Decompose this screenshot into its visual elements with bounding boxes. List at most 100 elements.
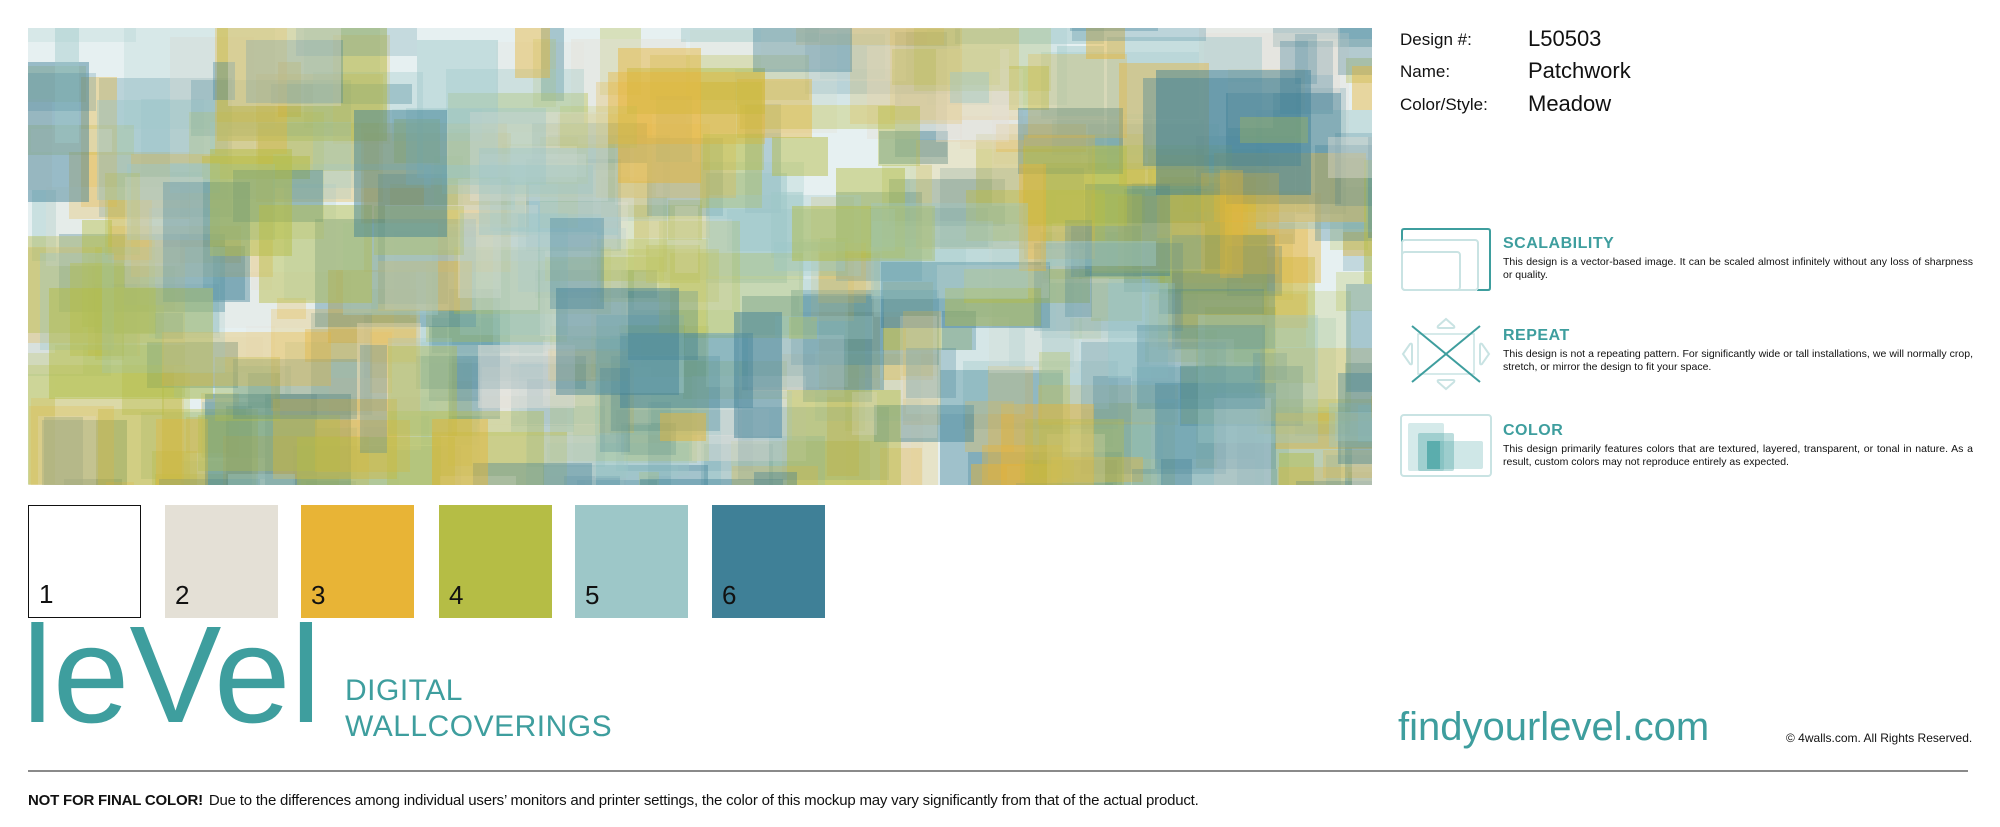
- pattern-patch: [732, 466, 818, 485]
- tagline-wallcoverings: WALLCOVERINGS: [345, 710, 613, 743]
- pattern-patch: [1124, 114, 1152, 190]
- pattern-patch: [870, 416, 911, 485]
- pattern-patch: [727, 209, 895, 251]
- pattern-patch: [251, 227, 272, 290]
- pattern-patch: [28, 62, 89, 202]
- pattern-patch: [1296, 88, 1346, 214]
- pattern-patch: [738, 407, 889, 480]
- design-number-label: Design #:: [1400, 30, 1472, 49]
- pattern-patch: [787, 390, 901, 485]
- pattern-patch: [29, 406, 114, 485]
- pattern-patch: [541, 28, 564, 101]
- pattern-patch: [550, 326, 709, 461]
- color-style-value: Meadow: [1528, 91, 1612, 116]
- pattern-patch: [630, 145, 656, 181]
- pattern-patch: [647, 138, 723, 216]
- pattern-patch: [540, 137, 578, 228]
- pattern-patch: [1161, 459, 1192, 485]
- pattern-patch: [42, 420, 127, 485]
- pattern-patch: [836, 192, 922, 281]
- pattern-patch: [596, 315, 684, 393]
- pattern-patch: [564, 476, 620, 485]
- pattern-patch: [273, 399, 397, 479]
- pattern-patch: [28, 73, 96, 111]
- pattern-patch: [1280, 41, 1333, 114]
- pattern-patch: [155, 474, 256, 485]
- color-swatch-6: 6: [712, 505, 825, 618]
- pattern-patch: [1018, 108, 1123, 174]
- pattern-patch: [106, 482, 134, 485]
- pattern-patch: [1199, 28, 1340, 146]
- pattern-patch: [94, 284, 219, 333]
- website-link[interactable]: findyourlevel.com: [1398, 705, 1710, 749]
- pattern-patch: [1204, 33, 1349, 155]
- pattern-patch: [1326, 455, 1372, 485]
- pattern-patch: [571, 39, 686, 144]
- pattern-patch: [936, 49, 1009, 142]
- pattern-patch: [333, 35, 390, 144]
- pattern-patch: [170, 37, 254, 172]
- pattern-patch: [446, 69, 584, 124]
- pattern-patch: [304, 28, 380, 128]
- pattern-patch: [191, 80, 351, 136]
- pattern-patch: [1158, 234, 1267, 350]
- pattern-patch: [1336, 272, 1372, 311]
- pattern-patch: [162, 337, 263, 372]
- pattern-patch: [591, 239, 708, 377]
- pattern-patch: [1172, 221, 1308, 328]
- pattern-patch: [615, 138, 702, 205]
- pattern-patch: [271, 309, 420, 411]
- pattern-patch: [357, 323, 421, 450]
- pattern-patch: [1016, 483, 1113, 485]
- pattern-patch: [131, 154, 273, 277]
- pattern-patch: [122, 305, 164, 415]
- pattern-patch: [163, 182, 250, 302]
- pattern-patch: [1214, 398, 1271, 485]
- pattern-patch: [640, 479, 783, 485]
- pattern-patch: [1107, 37, 1262, 169]
- pattern-patch: [46, 187, 180, 266]
- pattern-patch: [98, 409, 258, 485]
- pattern-patch: [449, 129, 495, 181]
- scalability-icon: [1401, 228, 1491, 291]
- pattern-patch: [296, 28, 417, 56]
- pattern-patch: [627, 68, 765, 114]
- pattern-patch: [390, 184, 529, 237]
- pattern-patch: [761, 28, 906, 81]
- pattern-patch: [388, 338, 452, 434]
- pattern-patch: [1358, 405, 1372, 442]
- pattern-patch: [527, 379, 605, 467]
- swatch-number: 3: [311, 580, 326, 610]
- swatch-number: 4: [449, 580, 464, 610]
- pattern-patch: [1009, 66, 1049, 110]
- pattern-patch: [988, 366, 1033, 480]
- pattern-patch: [1328, 137, 1372, 178]
- pattern-patch: [976, 134, 1145, 224]
- name-value: Patchwork: [1528, 58, 1631, 83]
- pattern-patch: [432, 419, 488, 485]
- pattern-patch: [892, 49, 1000, 85]
- pattern-patch: [1132, 183, 1225, 269]
- pattern-patch: [960, 116, 1124, 149]
- pattern-patch: [1156, 70, 1311, 195]
- pattern-patch: [285, 342, 429, 437]
- pattern-patch: [278, 62, 301, 117]
- pattern-patch: [820, 34, 885, 79]
- color-swatch-1: 1: [28, 505, 141, 618]
- pattern-patch: [1236, 165, 1306, 205]
- disclaimer-warning: NOT FOR FINAL COLOR!: [28, 792, 203, 809]
- pattern-patch: [1150, 234, 1293, 300]
- pattern-patch: [364, 313, 479, 445]
- pattern-patch: [1296, 481, 1372, 485]
- pattern-patch: [449, 289, 500, 419]
- pattern-patch: [1056, 195, 1094, 334]
- swatch-number: 2: [175, 580, 190, 610]
- pattern-patch: [618, 48, 701, 183]
- pattern-patch: [782, 354, 938, 485]
- pattern-patch: [1040, 232, 1198, 338]
- pattern-patch: [883, 328, 972, 350]
- pattern-patch: [900, 316, 937, 438]
- pattern-patch: [735, 69, 901, 105]
- pattern-patch: [883, 282, 933, 380]
- pattern-patch: [1330, 158, 1368, 250]
